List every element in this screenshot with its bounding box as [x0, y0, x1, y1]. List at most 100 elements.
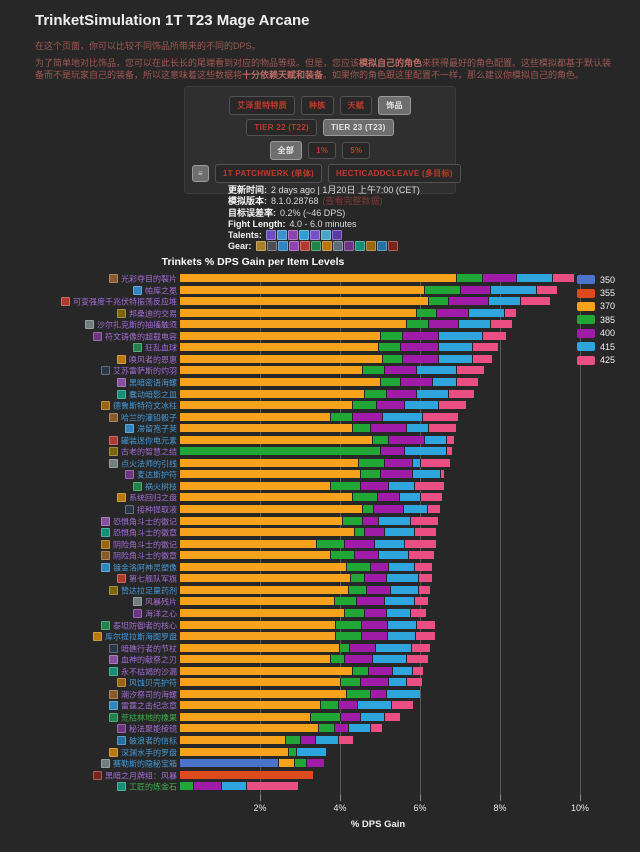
- bar-segment-415[interactable]: [314, 736, 338, 744]
- bar-segment-425[interactable]: [410, 516, 438, 525]
- bar-segment-385[interactable]: [330, 655, 345, 664]
- bar-segment-415[interactable]: [386, 608, 410, 617]
- bar-segment-425[interactable]: [438, 401, 466, 410]
- bar-segment-425[interactable]: [446, 435, 454, 444]
- trinket-name-link[interactable]: 永不枯竭的沙漏: [0, 666, 177, 676]
- bar-segment-400[interactable]: [361, 620, 387, 629]
- trinket-name-link[interactable]: 狂乱血球: [0, 343, 177, 353]
- bar-segment-400[interactable]: [306, 759, 324, 768]
- bar-segment-370[interactable]: [180, 747, 288, 756]
- bar-segment-415[interactable]: [468, 308, 504, 317]
- tier-button[interactable]: TIER 23 (T23): [323, 119, 394, 137]
- bar-segment-385[interactable]: [284, 736, 300, 744]
- legend-item-400[interactable]: 400: [577, 327, 615, 340]
- bar-segment-415[interactable]: [221, 782, 246, 791]
- bar-segment-370[interactable]: [180, 539, 316, 548]
- trinket-name-link[interactable]: 艾苏雷萨斯的灼羽: [0, 366, 177, 376]
- bar-segment-415[interactable]: [386, 574, 418, 583]
- bar-segment-385[interactable]: [428, 297, 448, 306]
- gear-icon[interactable]: [332, 241, 343, 252]
- bar-segment-370[interactable]: [180, 585, 348, 594]
- bar-segment-400[interactable]: [373, 505, 404, 513]
- trinket-name-link[interactable]: 罐装迷你电元素: [0, 435, 177, 445]
- bar-segment-385[interactable]: [372, 435, 388, 444]
- bar-segment-425[interactable]: [414, 481, 444, 490]
- bar-segment-400[interactable]: [376, 493, 399, 502]
- bar-segment-370[interactable]: [180, 608, 344, 617]
- trinket-name-link[interactable]: 潮汐祭司的海螺: [0, 689, 177, 699]
- bar-segment-385[interactable]: [334, 620, 362, 629]
- tier-button[interactable]: TIER 22 (T22): [246, 119, 317, 137]
- bar-segment-400[interactable]: [360, 678, 388, 687]
- trinket-name-link[interactable]: 古老的智慧之结: [0, 447, 177, 457]
- bar-segment-370[interactable]: [180, 562, 346, 571]
- bar-segment-385[interactable]: [330, 481, 360, 490]
- talent-icon[interactable]: [309, 230, 320, 241]
- bar-segment-425[interactable]: [422, 412, 458, 421]
- bar-segment-425[interactable]: [418, 574, 432, 583]
- bar-segment-370[interactable]: [180, 274, 456, 282]
- bar-segment-385[interactable]: [380, 331, 402, 340]
- talent-icon[interactable]: [276, 230, 287, 241]
- bar-segment-400[interactable]: [388, 435, 424, 444]
- bar-segment-370[interactable]: [180, 493, 352, 502]
- bar-segment-425[interactable]: [414, 597, 428, 606]
- trinket-name-link[interactable]: 秘法聚能棱镜: [0, 724, 177, 734]
- bar-segment-415[interactable]: [438, 354, 472, 363]
- trinket-name-link[interactable]: 风暴残片: [0, 597, 177, 607]
- trinket-name-link[interactable]: 蠢动暗影之皿: [0, 389, 177, 399]
- bar-segment-385[interactable]: [320, 701, 338, 710]
- trinket-name-link[interactable]: 赞达拉足量药剂: [0, 585, 177, 595]
- bar-segment-385[interactable]: [352, 424, 370, 433]
- bar-segment-385[interactable]: [380, 377, 400, 386]
- bar-segment-400[interactable]: [380, 447, 404, 456]
- bar-segment-415[interactable]: [374, 539, 404, 548]
- bar-segment-385[interactable]: [346, 562, 370, 571]
- bar-segment-370[interactable]: [180, 343, 378, 352]
- bar-segment-415[interactable]: [416, 366, 456, 375]
- bar-segment-400[interactable]: [352, 412, 382, 421]
- bar-segment-400[interactable]: [370, 562, 388, 571]
- legend-item-425[interactable]: 425: [577, 353, 615, 366]
- bar-segment-415[interactable]: [384, 528, 414, 537]
- legend-item-370[interactable]: 370: [577, 300, 615, 313]
- bar-segment-400[interactable]: [482, 274, 516, 282]
- bar-segment-400[interactable]: [338, 701, 358, 710]
- bar-segment-385[interactable]: [340, 678, 360, 687]
- bar-segment-400[interactable]: [360, 632, 387, 641]
- bar-segment-385[interactable]: [316, 539, 344, 548]
- bar-segment-425[interactable]: [427, 505, 440, 513]
- bar-segment-415[interactable]: [392, 666, 412, 675]
- bar-segment-425[interactable]: [384, 712, 400, 721]
- data-type-button[interactable]: 饰品: [378, 96, 411, 115]
- trinket-name-link[interactable]: 接种提取液: [0, 505, 177, 515]
- bar-segment-385[interactable]: [288, 747, 296, 756]
- bar-segment-415[interactable]: [374, 643, 411, 652]
- bar-segment-400[interactable]: [368, 666, 392, 675]
- bar-segment-385[interactable]: [352, 493, 377, 502]
- bar-segment-425[interactable]: [448, 389, 474, 398]
- bar-segment-425[interactable]: [440, 470, 444, 479]
- bar-segment-400[interactable]: [344, 539, 374, 548]
- bar-segment-385[interactable]: [362, 366, 384, 375]
- bar-segment-425[interactable]: [472, 343, 498, 352]
- bar-segment-400[interactable]: [348, 643, 375, 652]
- bar-segment-425[interactable]: [456, 377, 478, 386]
- bar-segment-415[interactable]: [357, 701, 392, 710]
- trinket-name-link[interactable]: 镀金洛阿神灵塑像: [0, 562, 177, 572]
- bar-segment-385[interactable]: [334, 597, 356, 606]
- bar-segment-385[interactable]: [294, 759, 306, 768]
- legend-item-355[interactable]: 355: [577, 286, 615, 299]
- bar-segment-370[interactable]: [180, 401, 352, 410]
- bar-segment-415[interactable]: [438, 343, 472, 352]
- bar-segment-385[interactable]: [456, 274, 482, 282]
- gear-icon[interactable]: [288, 241, 299, 252]
- bar-segment-425[interactable]: [472, 354, 492, 363]
- trinket-name-link[interactable]: 风蚀贝壳护符: [0, 678, 177, 688]
- bar-segment-400[interactable]: [340, 712, 360, 721]
- talent-icon[interactable]: [320, 230, 331, 241]
- bar-segment-400[interactable]: [436, 308, 468, 317]
- bar-segment-370[interactable]: [180, 643, 339, 652]
- legend-item-415[interactable]: 415: [577, 340, 615, 353]
- bar-segment-415[interactable]: [388, 481, 414, 490]
